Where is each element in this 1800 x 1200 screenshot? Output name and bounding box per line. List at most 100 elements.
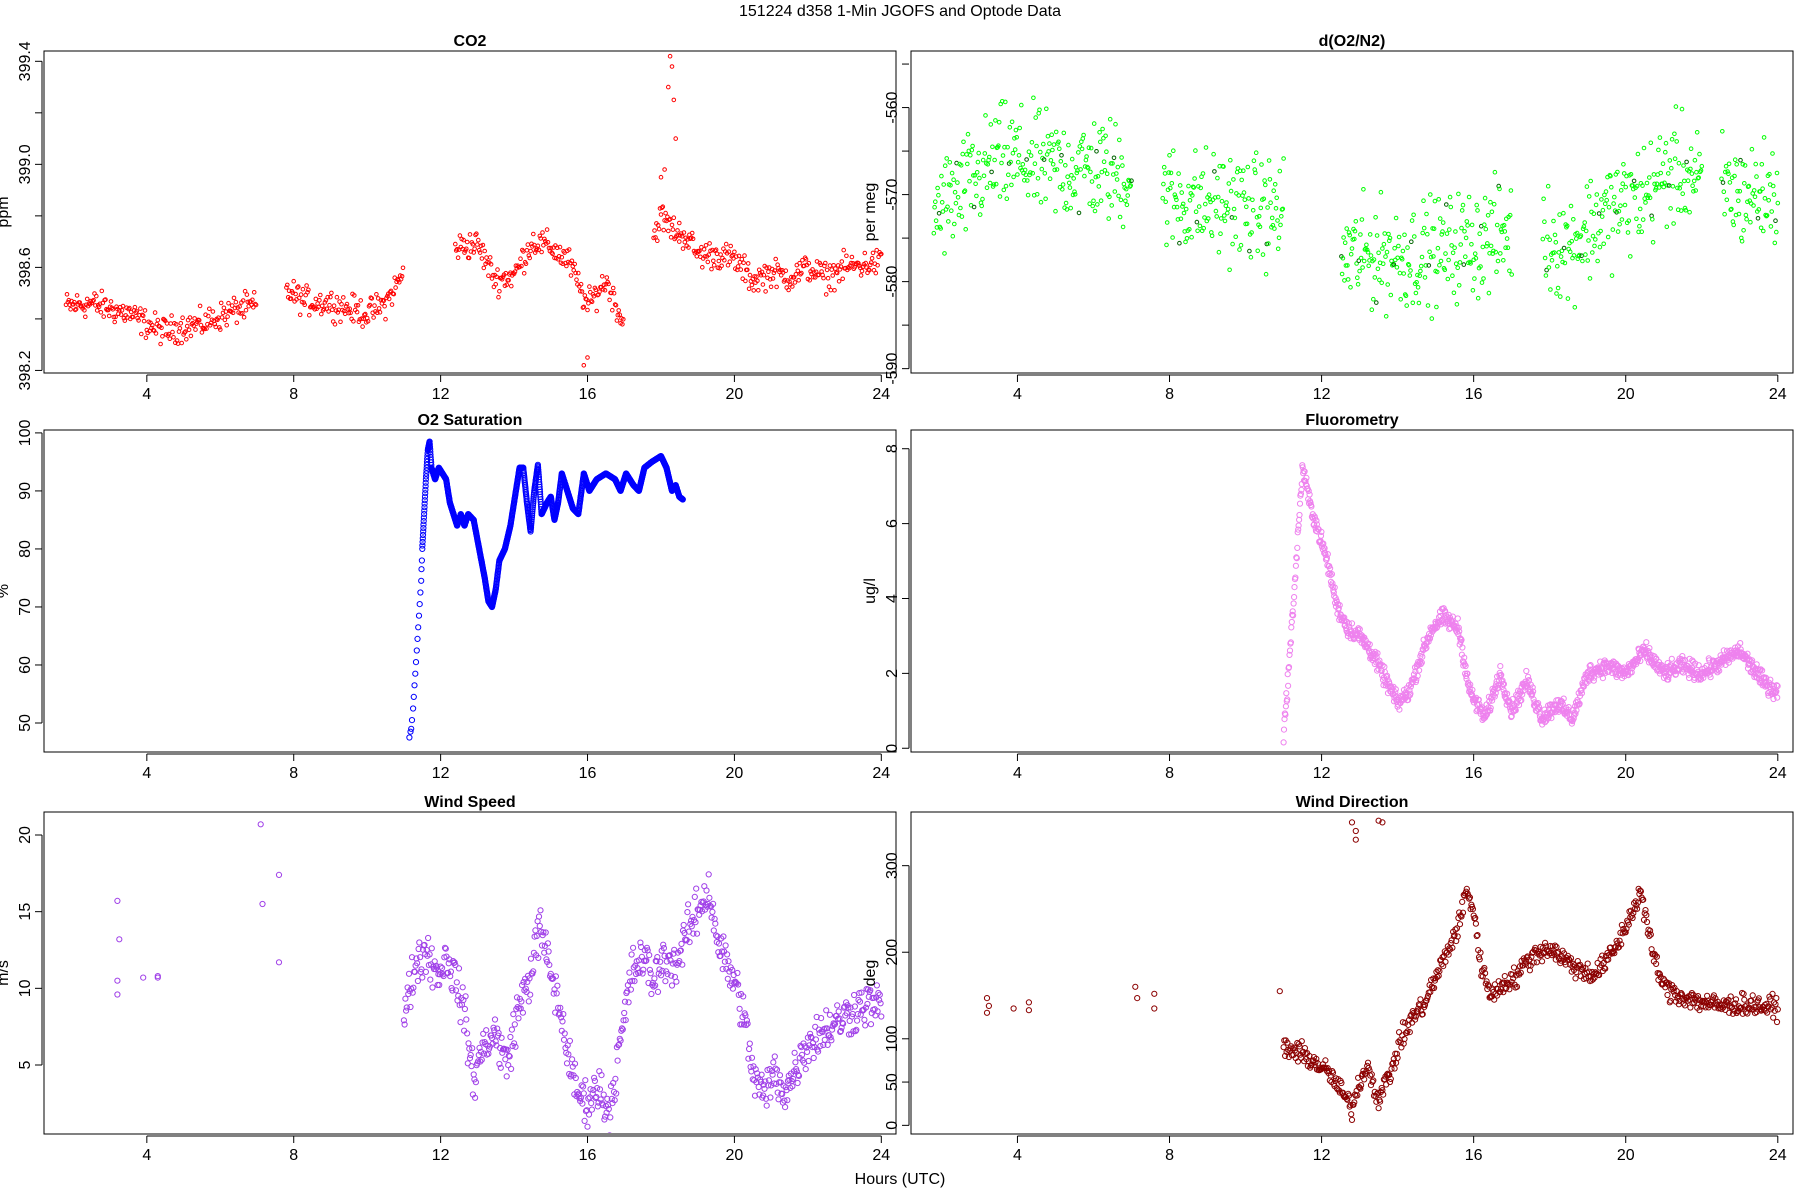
- data-point: [1245, 164, 1251, 170]
- data-point: [1227, 267, 1232, 273]
- data-point: [339, 301, 344, 307]
- data-point: [591, 1074, 598, 1081]
- data-point: [1736, 198, 1741, 204]
- y-tick-label: 50: [17, 714, 34, 732]
- data-point: [410, 984, 417, 991]
- data-point: [667, 216, 673, 222]
- data-point: [1054, 167, 1060, 172]
- data-point: [469, 1045, 476, 1052]
- data-point: [684, 909, 691, 916]
- data-point: [813, 1013, 820, 1021]
- data-point: [1420, 230, 1425, 236]
- data-point: [834, 1002, 841, 1009]
- data-point: [275, 959, 283, 966]
- data-point: [1110, 161, 1115, 166]
- data-point: [873, 270, 879, 276]
- data-point: [1112, 189, 1118, 194]
- data-point: [232, 305, 238, 311]
- data-point: [1125, 193, 1130, 198]
- data-point: [1555, 285, 1561, 291]
- data-point: [186, 327, 192, 333]
- data-point: [168, 321, 173, 326]
- data-point: [1044, 106, 1049, 112]
- data-point: [668, 235, 674, 240]
- data-point: [432, 966, 439, 973]
- data-point: [1013, 127, 1019, 133]
- data-point: [617, 1037, 624, 1044]
- data-point: [652, 982, 659, 989]
- data-point: [1647, 175, 1652, 180]
- data-point: [1635, 151, 1641, 157]
- data-point: [331, 303, 337, 309]
- data-point: [1052, 167, 1057, 173]
- data-point: [453, 979, 460, 986]
- data-point: [420, 525, 427, 532]
- data-point: [771, 1053, 778, 1060]
- data-point: [1203, 145, 1209, 150]
- data-point: [801, 1043, 809, 1050]
- data-point: [1632, 195, 1638, 200]
- data-point: [488, 262, 494, 267]
- data-point: [417, 589, 424, 596]
- data-point: [1345, 263, 1350, 268]
- data-point: [758, 1071, 765, 1078]
- data-point: [1427, 632, 1435, 639]
- data-point: [1348, 251, 1354, 257]
- data-point: [177, 326, 183, 331]
- y-tick-label: 398.6: [17, 247, 34, 287]
- data-point: [724, 975, 731, 982]
- data-point: [1409, 218, 1415, 223]
- data-point: [229, 303, 235, 308]
- data-point: [608, 1095, 615, 1103]
- data-point: [1417, 660, 1425, 668]
- data-point: [518, 256, 523, 262]
- data-point: [1022, 167, 1028, 173]
- data-point: [1218, 216, 1224, 221]
- data-point: [1291, 594, 1298, 601]
- data-point: [421, 493, 429, 500]
- data-point: [1593, 202, 1599, 208]
- data-point: [571, 1060, 579, 1067]
- data-point: [765, 1077, 773, 1084]
- data-point: [1022, 178, 1027, 183]
- data-point: [285, 282, 290, 288]
- data-point: [1663, 140, 1669, 146]
- data-point: [1192, 176, 1197, 181]
- data-point: [1114, 177, 1120, 182]
- data-point: [426, 951, 433, 958]
- data-point: [1722, 211, 1727, 217]
- data-point: [410, 693, 417, 701]
- data-point: [1508, 188, 1514, 193]
- data-point: [296, 284, 301, 289]
- data-point: [844, 253, 849, 259]
- data-point: [827, 1034, 834, 1041]
- data-point: [1392, 245, 1397, 251]
- data-point: [1091, 198, 1096, 204]
- data-point: [466, 255, 472, 261]
- data-point: [1735, 188, 1740, 194]
- data-point: [1669, 165, 1674, 171]
- data-point: [612, 1075, 619, 1082]
- data-point: [1499, 229, 1505, 235]
- data-point: [1694, 130, 1700, 135]
- data-point: [733, 980, 740, 987]
- data-point: [420, 518, 427, 525]
- data-point: [1769, 209, 1774, 214]
- data-point: [1720, 129, 1725, 134]
- data-point: [412, 670, 419, 677]
- data-point: [1050, 147, 1055, 153]
- data-point: [760, 282, 766, 287]
- data-point: [663, 958, 670, 965]
- data-point: [1494, 684, 1502, 691]
- data-point: [1498, 227, 1504, 232]
- data-point: [1610, 227, 1616, 232]
- data-point: [1599, 214, 1605, 219]
- data-point: [421, 500, 428, 507]
- data-point: [1666, 171, 1671, 176]
- data-point: [425, 934, 432, 942]
- data-point: [790, 284, 795, 289]
- data-point: [1275, 246, 1281, 252]
- data-point: [480, 242, 486, 248]
- data-point: [605, 1105, 612, 1113]
